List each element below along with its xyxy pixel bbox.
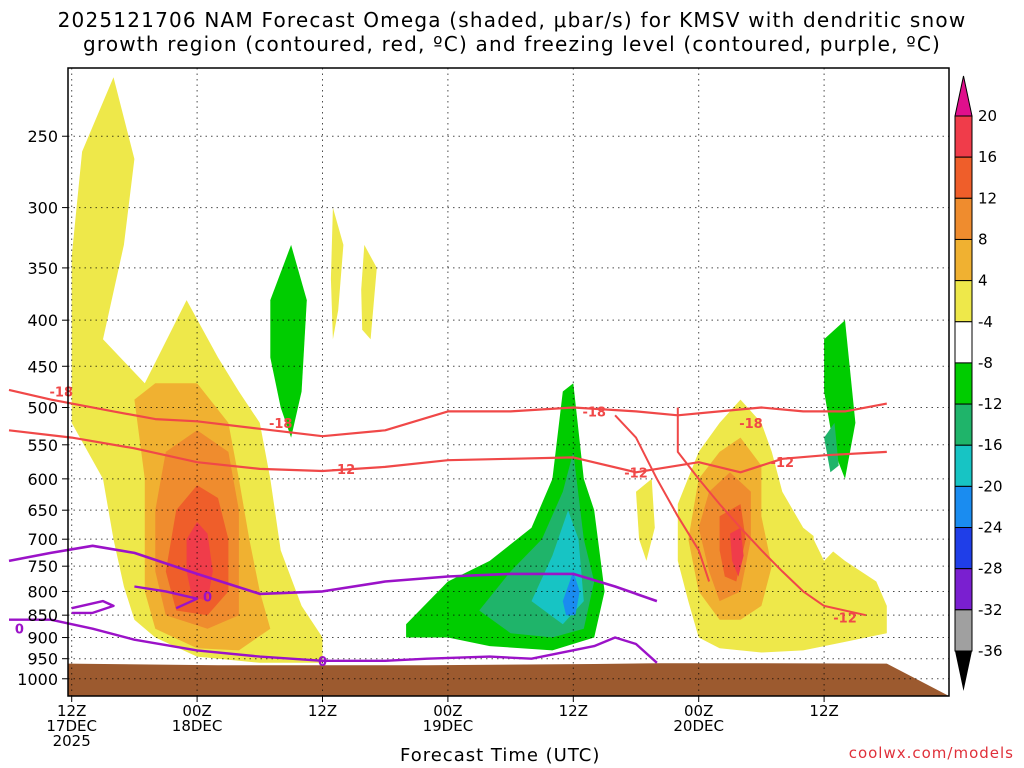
xtick-label-42-0: 00Z [433, 702, 462, 720]
colorbar-top-arrow [954, 75, 973, 117]
colorbar-label-8: -16 [978, 436, 1003, 454]
xtick-label-6-1: 17DEC [46, 717, 97, 735]
plot-frame [67, 67, 950, 697]
ytick-label-750: 750 [27, 557, 58, 576]
dgz-extra-0 [676, 407, 867, 617]
ytick-label-300: 300 [27, 199, 58, 218]
omega-shade-8 [270, 244, 307, 438]
chart-title-line1: 2025121706 NAM Forecast Omega (shaded, μ… [57, 8, 967, 32]
ytick-label-950: 950 [27, 650, 58, 669]
colorbar-box-11 [954, 568, 973, 611]
chart-title-line2: growth region (contoured, red, ºC) and f… [82, 32, 942, 56]
ytick-label-450: 450 [27, 357, 58, 376]
ytick-label-500: 500 [27, 399, 58, 418]
dgz-label-0: -18 [50, 386, 74, 401]
terrain-fill [68, 663, 949, 696]
omega-shade-15 [615, 244, 636, 479]
temperature-contours: -18 -18 -12 -18 -12 -18 -12 -12 0 0 0 [8, 386, 888, 670]
contour-line-0 [8, 388, 888, 438]
colorbar-box-7 [954, 403, 973, 446]
x-axis-label: Forecast Time (UTC) [400, 745, 601, 766]
xtick-label-6-2: 2025 [53, 732, 91, 750]
colorbar-label-5: -4 [978, 313, 993, 331]
colorbar-box-0 [954, 115, 973, 158]
ytick-label-650: 650 [27, 501, 58, 520]
omega-shade-23 [824, 320, 856, 479]
xtick-label-54-0: 12Z [559, 702, 588, 720]
xtick-label-78-0: 12Z [809, 702, 838, 720]
dgz-extra-1 [614, 414, 711, 582]
colorbar-label-2: 12 [978, 189, 997, 207]
colorbar-box-4 [954, 280, 973, 323]
colorbar-box-9 [954, 485, 973, 529]
contour-line-1 [8, 429, 887, 474]
dgz-label-5: -18 [739, 417, 763, 432]
dgz-label-4: -12 [624, 466, 648, 481]
xtick-label-30-0: 12Z [308, 702, 337, 720]
ytick-label-1000: 1000 [17, 670, 58, 689]
dgz-label-2: -12 [332, 463, 356, 478]
xtick-label-66-0: 00Z [684, 702, 713, 720]
colorbar-bottom-arrow [955, 651, 972, 691]
colorbar-box-5 [954, 321, 973, 364]
xtick-label-18-0: 00Z [182, 702, 211, 720]
freezing-label-0: 0 [15, 623, 24, 638]
colorbar-label-9: -20 [978, 477, 1003, 495]
freezing-label-1: 0 [203, 590, 212, 605]
dgz-label-6: -12 [771, 456, 795, 471]
xtick-label-42-1: 19DEC [423, 717, 474, 735]
xtick-label-66-1: 20DEC [673, 717, 724, 735]
dgz-label-7: -12 [833, 611, 857, 626]
chart-axes: 250 300 350 400 450 500 550 600 650 700 750 800 850 9… [17, 67, 950, 750]
omega-shade-21 [636, 478, 655, 561]
colorbar-label-7: -12 [978, 395, 1003, 413]
freezing-extra-0 [9, 618, 658, 664]
colorbar-box-gray [954, 609, 973, 652]
ytick-label-550: 550 [27, 436, 58, 455]
colorbar-box-2 [954, 197, 973, 240]
omega-shade-20 [730, 527, 744, 577]
colorbar-box-3 [954, 238, 973, 282]
ytick-label-600: 600 [27, 470, 58, 489]
ytick-label-800: 800 [27, 582, 58, 601]
colorbar-box-6 [954, 362, 973, 405]
xtick-label-6-0: 12Z [57, 702, 86, 720]
freezing-extra-2 [134, 585, 199, 610]
omega-shade-0 [71, 77, 323, 663]
colorbar-label-11: -28 [978, 560, 1003, 578]
colorbar-label-13: -36 [978, 642, 1003, 660]
contour-line-2 [8, 544, 658, 603]
xtick-label-18-1: 18DEC [172, 717, 223, 735]
omega-shade-4 [186, 522, 213, 602]
ytick-label-250: 250 [27, 127, 58, 146]
omega-shade-6 [361, 244, 377, 340]
dgz-label-1: -18 [269, 417, 293, 432]
colorbar-label-12: -32 [978, 601, 1003, 619]
ytick-label-350: 350 [27, 259, 58, 278]
ytick-label-700: 700 [27, 530, 58, 549]
colorbar-label-10: -24 [978, 519, 1003, 537]
omega-shade-24 [824, 422, 839, 473]
colorbar-box-8 [954, 444, 973, 487]
colorbar-box-10 [954, 527, 973, 570]
omega-shading [68, 58, 949, 696]
ytick-label-900: 900 [27, 629, 58, 648]
omega-shade-14 [562, 571, 580, 616]
colorbar: 20 16 12 8 4 -4 -8 -12 -16 -20 -24 -28 -32 -36 [954, 75, 1003, 691]
ytick-label-400: 400 [27, 311, 58, 330]
colorbar-label-1: 16 [978, 148, 997, 166]
freezing-label-2: 0 [318, 655, 327, 670]
colorbar-label-4: 4 [978, 272, 988, 290]
dgz-label-3: -18 [582, 405, 606, 420]
omega-shade-5 [330, 207, 344, 340]
colorbar-label-6: -8 [978, 354, 993, 372]
ytick-label-850: 850 [27, 606, 58, 625]
colorbar-label-3: 8 [978, 230, 988, 248]
freezing-extra-1 [71, 599, 115, 615]
credit-link[interactable]: coolwx.com/models [848, 744, 1014, 762]
omega-shade-9 [249, 232, 264, 321]
colorbar-box-1 [954, 156, 973, 199]
colorbar-label-0: 20 [978, 107, 997, 125]
